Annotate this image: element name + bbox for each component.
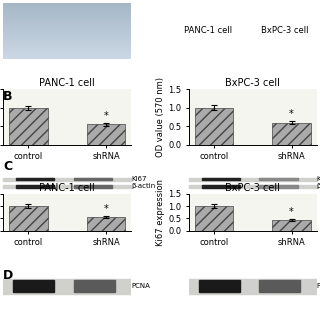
Bar [13, 280, 54, 292]
Bar [3, 178, 131, 181]
Text: β-actin: β-actin [317, 183, 320, 189]
Bar [3, 278, 131, 294]
Title: BxPC-3 cell: BxPC-3 cell [225, 183, 280, 193]
Bar [87, 124, 125, 145]
Text: C: C [3, 160, 12, 173]
Y-axis label: Ki67 expression: Ki67 expression [156, 179, 165, 246]
Bar [259, 178, 298, 180]
Text: Ki67: Ki67 [131, 176, 147, 182]
Bar [9, 206, 48, 231]
Bar [87, 217, 125, 231]
Bar [202, 178, 240, 180]
Title: PANC-1 cell: PANC-1 cell [39, 183, 95, 193]
Text: PANC-1 cell: PANC-1 cell [184, 27, 232, 36]
Text: *: * [104, 111, 108, 121]
Bar [199, 280, 240, 292]
Text: *: * [104, 204, 108, 214]
Bar [189, 278, 317, 294]
Bar [16, 185, 54, 188]
Text: Ki67: Ki67 [317, 176, 320, 182]
Title: PANC-1 cell: PANC-1 cell [39, 78, 95, 88]
Bar [3, 185, 131, 188]
Text: β-actin: β-actin [131, 183, 156, 189]
Bar [195, 206, 233, 231]
Bar [202, 185, 240, 188]
Text: *: * [289, 207, 294, 218]
Bar [74, 178, 112, 180]
Bar [272, 220, 311, 231]
Bar [195, 108, 233, 145]
Bar [259, 185, 298, 188]
Text: PCNA: PCNA [131, 283, 150, 289]
Text: D: D [3, 269, 13, 282]
Bar [16, 178, 54, 180]
Bar [74, 280, 115, 292]
Bar [259, 280, 300, 292]
Text: *: * [289, 109, 294, 119]
Y-axis label: OD value (570 nm): OD value (570 nm) [156, 77, 165, 157]
Bar [272, 123, 311, 145]
Text: B: B [3, 90, 13, 103]
Text: PCNA: PCNA [317, 283, 320, 289]
Bar [189, 178, 317, 181]
Bar [74, 185, 112, 188]
Bar [189, 185, 317, 188]
Bar [9, 108, 48, 145]
Title: BxPC-3 cell: BxPC-3 cell [225, 78, 280, 88]
Text: BxPC-3 cell: BxPC-3 cell [261, 27, 308, 36]
